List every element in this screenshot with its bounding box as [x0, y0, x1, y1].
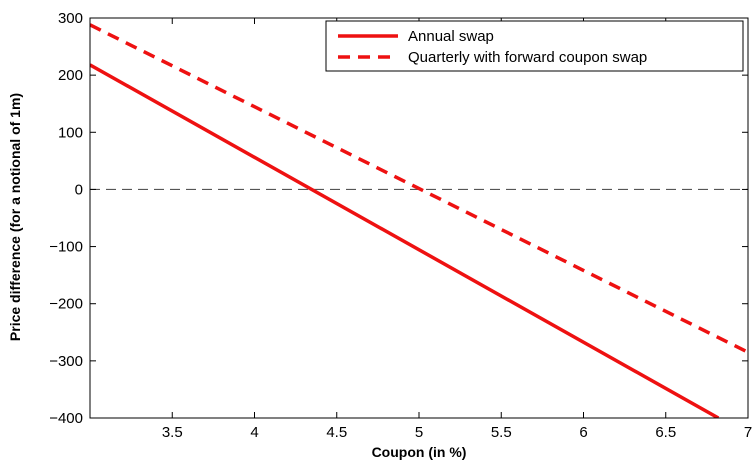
- plot-background: [90, 18, 748, 418]
- series-layer: [90, 23, 748, 418]
- legend-label-2: Quarterly with forward coupon swap: [408, 49, 647, 66]
- y-tick-label: −300: [49, 353, 83, 370]
- x-tick-label: 5: [415, 424, 423, 441]
- plot-area: [90, 18, 748, 418]
- x-tick-label: 6.5: [655, 424, 676, 441]
- y-tick-label: 300: [58, 10, 83, 27]
- legend-label-1: Annual swap: [408, 28, 494, 45]
- x-axis-label: Coupon (in %): [372, 444, 467, 460]
- y-tick-label: 200: [58, 67, 83, 84]
- x-tick-label: 5.5: [491, 424, 512, 441]
- x-tick-label: 4: [250, 424, 258, 441]
- series-line-1: [90, 63, 720, 418]
- y-tick-label: 0: [75, 181, 83, 198]
- x-tick-label: 3.5: [162, 424, 183, 441]
- y-tick-label: −100: [49, 239, 83, 256]
- x-tick-label: 4.5: [326, 424, 347, 441]
- series-line-2: [90, 23, 748, 354]
- y-axis-label: Price difference (for a notional of 1m): [7, 93, 23, 341]
- x-tick-label: 6: [579, 424, 587, 441]
- y-tick-label: −200: [49, 296, 83, 313]
- y-tick-label: 100: [58, 124, 83, 141]
- x-tick-label: 7: [744, 424, 752, 441]
- y-tick-label: −400: [49, 410, 83, 427]
- legend-box: [325, 20, 744, 72]
- ticks-layer: 3.5 4 4.5 5 5.5 6 6.5 7 −400 −300 −200 −100 0 100 200 3…: [49, 10, 752, 441]
- legend: Annual swap Quarterly with forward coupon…: [325, 20, 744, 72]
